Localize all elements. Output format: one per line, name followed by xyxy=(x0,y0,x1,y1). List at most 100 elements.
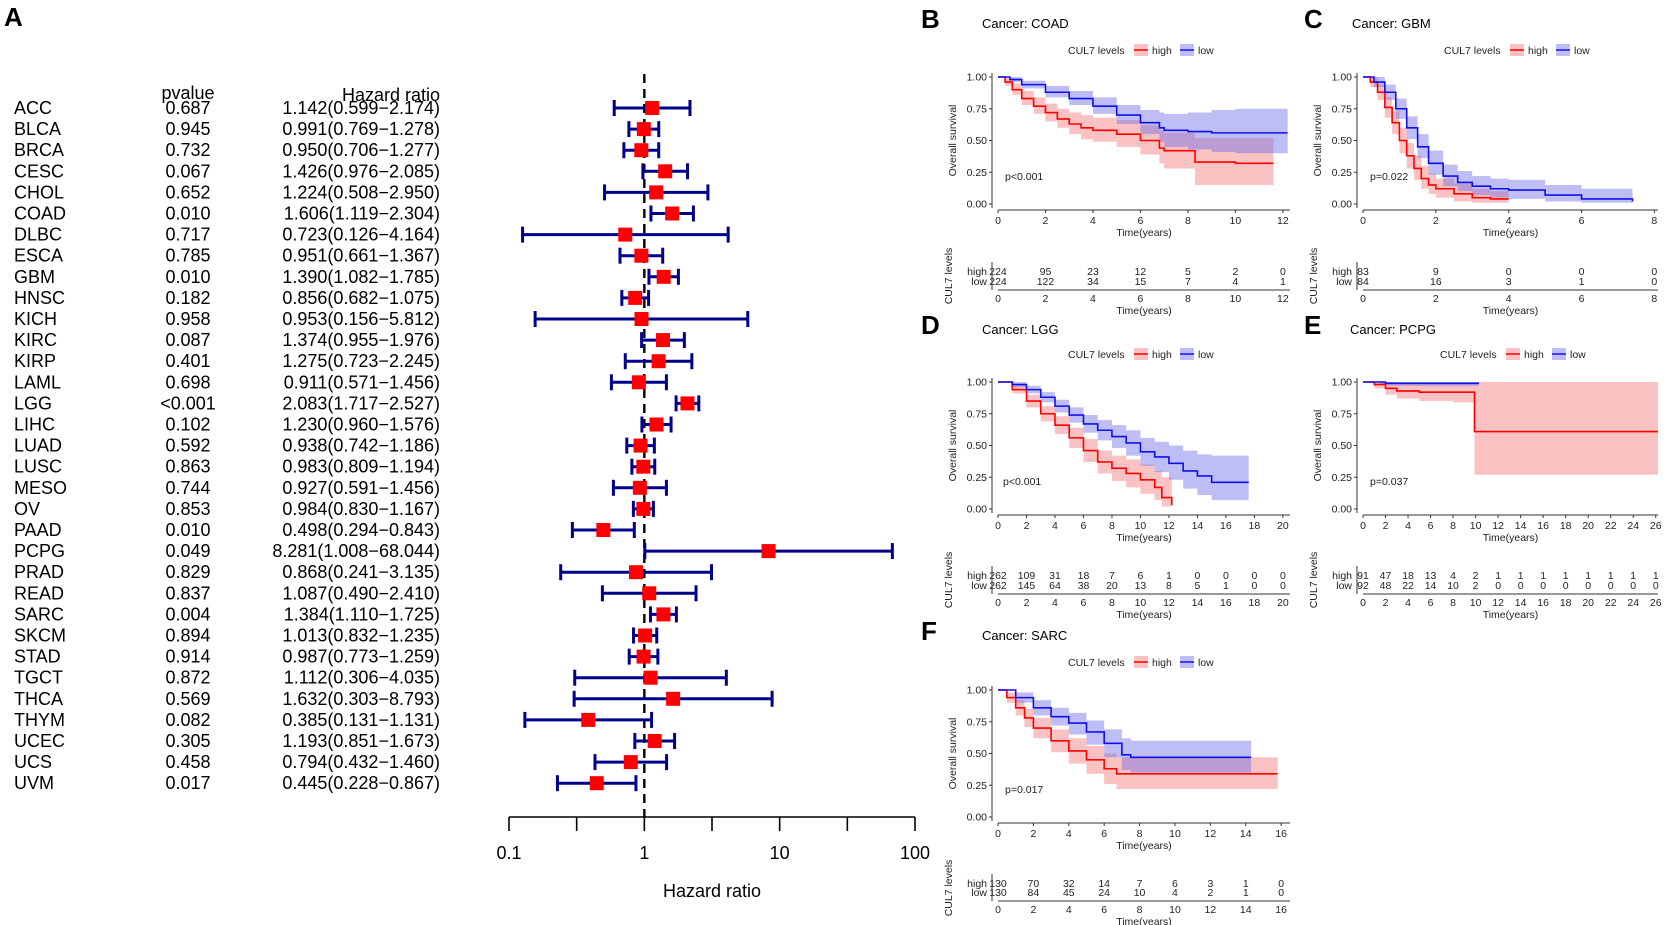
km-y-tick-label: 0.75 xyxy=(1332,408,1353,420)
risk-x-tick-label: 20 xyxy=(1277,597,1289,609)
row-cancer-label: CHOL xyxy=(14,182,64,202)
risk-count-high: 0 xyxy=(1251,570,1257,582)
km-y-tick-label: 0.25 xyxy=(1332,167,1353,179)
row-cancer-label: CESC xyxy=(14,161,64,181)
row-pvalue: 0.592 xyxy=(165,436,210,456)
risk-count-low: 2 xyxy=(1207,887,1213,899)
km-x-tick-label: 4 xyxy=(1066,828,1072,840)
km-x-tick-label: 18 xyxy=(1249,520,1261,532)
row-hazard-ratio-text: 8.281(1.008−68.044) xyxy=(272,541,440,561)
row-pvalue: 0.914 xyxy=(165,647,210,667)
hr-point xyxy=(581,712,596,727)
legend-title: CUL7 levels xyxy=(1440,349,1497,361)
risk-count-low: 0 xyxy=(1653,580,1659,592)
risk-x-axis-label: Time(years) xyxy=(1116,305,1172,317)
risk-count-high: 1 xyxy=(1608,570,1614,582)
risk-count-high: 1 xyxy=(1166,570,1172,582)
km-x-tick-label: 12 xyxy=(1163,520,1175,532)
km-y-tick-label: 0.75 xyxy=(967,408,988,420)
km-y-tick-label: 0.50 xyxy=(967,440,988,452)
km-x-tick-label: 24 xyxy=(1627,520,1639,532)
risk-count-high: 6 xyxy=(1172,878,1178,890)
row-pvalue: 0.010 xyxy=(165,520,210,540)
survival-curve-low xyxy=(998,381,1249,484)
hr-point xyxy=(636,459,651,474)
km-title: Cancer: PCPG xyxy=(1350,322,1436,337)
survival-curve-low xyxy=(1363,76,1634,202)
row-cancer-label: SKCM xyxy=(14,626,66,646)
km-x-tick-label: 14 xyxy=(1240,828,1252,840)
km-x-tick-label: 0 xyxy=(1360,215,1366,227)
risk-count-high: 0 xyxy=(1223,570,1229,582)
risk-count-high: 224 xyxy=(989,266,1007,278)
km-x-tick-label: 2 xyxy=(1043,215,1049,227)
risk-count-high: 83 xyxy=(1357,266,1369,278)
legend-high-label: high xyxy=(1524,349,1544,361)
km-y-tick-label: 0.50 xyxy=(967,748,988,760)
hr-point xyxy=(761,544,776,559)
row-pvalue: 0.182 xyxy=(165,288,210,308)
risk-count-low: 24 xyxy=(1098,887,1110,899)
hr-point xyxy=(666,691,681,706)
km-x-tick-label: 4 xyxy=(1052,520,1058,532)
hr-point xyxy=(636,122,651,137)
row-hazard-ratio-text: 1.606(1.119−2.304) xyxy=(284,204,440,224)
row-hazard-ratio-text: 0.953(0.156−5.812) xyxy=(282,309,440,329)
km-title: Cancer: LGG xyxy=(982,322,1059,337)
row-cancer-label: TGCT xyxy=(14,668,63,688)
risk-count-high: 31 xyxy=(1049,570,1061,582)
forest-x-tick-label: 10 xyxy=(770,843,790,863)
risk-count-high: 2 xyxy=(1232,266,1238,278)
risk-x-tick-label: 18 xyxy=(1249,597,1261,609)
risk-y-axis-label: CUL7 levels xyxy=(1308,248,1320,305)
row-cancer-label: LGG xyxy=(14,393,52,413)
row-cancer-label: HNSC xyxy=(14,288,65,308)
km-x-tick-label: 16 xyxy=(1537,520,1549,532)
km-y-tick-label: 0.25 xyxy=(967,167,988,179)
row-cancer-label: LAML xyxy=(14,372,61,392)
risk-x-tick-label: 14 xyxy=(1240,904,1252,916)
km-x-axis-label: Time(years) xyxy=(1483,532,1539,544)
hr-point xyxy=(631,375,646,390)
risk-count-high: 3 xyxy=(1207,878,1213,890)
row-pvalue: 0.837 xyxy=(165,583,210,603)
hr-point xyxy=(596,523,611,537)
row-hazard-ratio-text: 1.087(0.490−2.410) xyxy=(282,583,440,603)
row-hazard-ratio-text: 0.445(0.228−0.867) xyxy=(282,773,440,793)
ci-band-high xyxy=(1363,382,1658,475)
legend-title: CUL7 levels xyxy=(1068,657,1125,669)
risk-count-low: 0 xyxy=(1518,580,1524,592)
km-x-tick-label: 8 xyxy=(1109,520,1115,532)
row-pvalue: 0.853 xyxy=(165,499,210,519)
risk-x-tick-label: 0 xyxy=(1360,597,1366,609)
km-y-tick-label: 0.50 xyxy=(967,135,988,147)
risk-count-high: 130 xyxy=(989,878,1007,890)
risk-count-low: 13 xyxy=(1135,580,1147,592)
risk-x-tick-label: 10 xyxy=(1230,293,1242,305)
km-y-tick-label: 0.00 xyxy=(1332,199,1353,211)
risk-count-low: 3 xyxy=(1506,276,1512,288)
row-hazard-ratio-text: 0.723(0.126−4.164) xyxy=(282,225,440,245)
legend-title: CUL7 levels xyxy=(1068,45,1125,57)
row-cancer-label: THYM xyxy=(14,710,65,730)
row-pvalue: 0.687 xyxy=(165,98,210,118)
row-pvalue: 0.872 xyxy=(165,668,210,688)
risk-y-axis-label: CUL7 levels xyxy=(1308,552,1320,609)
survival-curve-high xyxy=(998,76,1274,165)
row-cancer-label: GBM xyxy=(14,267,55,287)
km-x-tick-label: 4 xyxy=(1090,215,1096,227)
hr-point xyxy=(589,776,604,791)
km-y-tick-label: 0.50 xyxy=(1332,135,1353,147)
risk-count-high: 12 xyxy=(1135,266,1147,278)
row-hazard-ratio-text: 0.951(0.661−1.367) xyxy=(282,246,440,266)
risk-count-low: 16 xyxy=(1430,276,1442,288)
row-pvalue: 0.010 xyxy=(165,204,210,224)
risk-count-low: 0 xyxy=(1280,580,1286,592)
risk-count-low: 64 xyxy=(1049,580,1061,592)
row-pvalue: 0.401 xyxy=(165,351,210,371)
km-x-tick-label: 16 xyxy=(1275,828,1287,840)
km-x-tick-label: 8 xyxy=(1185,215,1191,227)
risk-x-tick-label: 10 xyxy=(1135,597,1147,609)
km-y-tick-label: 1.00 xyxy=(1332,377,1353,389)
